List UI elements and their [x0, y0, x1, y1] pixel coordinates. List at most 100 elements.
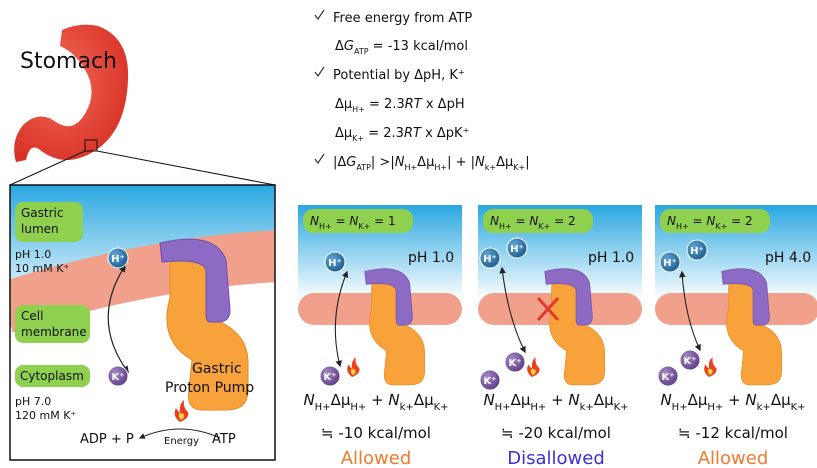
equation-part: |Δ	[333, 155, 346, 170]
equation-part: Δμ	[335, 126, 352, 141]
membrane-label: Cell	[21, 309, 43, 323]
equation-part: H+	[352, 105, 365, 114]
scenario-panel: NH+ = NK+ = 1pH 1.0H⁺K⁺NH+ΔμH+ + Nk+ΔμK+…	[298, 205, 462, 468]
membrane-label: membrane	[21, 325, 87, 339]
ion-label: H⁺	[111, 254, 125, 265]
scenario-panels: NH+ = NK+ = 1pH 1.0H⁺K⁺NH+ΔμH+ + Nk+ΔμK+…	[298, 205, 817, 468]
equation-part: +	[546, 391, 568, 409]
equation-part: +	[723, 391, 745, 409]
equation-part: H+	[676, 222, 689, 231]
equation-part: K+	[513, 163, 525, 172]
ion-label: H⁺	[690, 246, 704, 257]
equation-part: N	[303, 391, 314, 409]
lumen-label: lumen	[21, 222, 59, 236]
equation-part: = 1	[370, 214, 395, 228]
equation-part: k+	[757, 402, 771, 413]
check-icon	[315, 67, 324, 76]
equation-part: = 2.3	[365, 97, 405, 112]
equation: ΔGATP = -13 kcal/mol	[335, 39, 468, 56]
energy-label: Energy	[164, 436, 199, 447]
ion-label: K⁺	[683, 356, 696, 367]
equation-part: K+	[791, 402, 806, 413]
equation-part: N	[706, 214, 715, 228]
equation-part: K+	[715, 222, 727, 231]
equation-part: K+	[434, 402, 449, 413]
scenario-panel: NH+ = NK+ = 2pH 1.0H⁺H⁺K⁺K⁺NH+ΔμH+ + Nk+…	[478, 205, 642, 468]
energy-value: ≒ -12 kcal/mol	[678, 424, 788, 442]
ph-label: pH 1.0	[408, 250, 454, 266]
equation-part: H+	[495, 402, 511, 413]
equation-part: N	[388, 391, 399, 409]
fire-icon	[527, 357, 539, 377]
equation-part: Δμ	[331, 391, 351, 409]
equation-part: Δμ	[511, 391, 531, 409]
equation-part: Δμ	[771, 391, 791, 409]
fire-icon	[704, 357, 716, 377]
verdict: Allowed	[341, 448, 412, 468]
scenario-panel: NH+ = NK+ = 2pH 4.0H⁺H⁺K⁺K⁺NH+ΔμH+ + Nk+…	[655, 205, 817, 468]
cytoplasm-label: Cytoplasm	[20, 369, 84, 383]
ion-label: K⁺	[508, 358, 521, 369]
ion-label: H⁺	[663, 258, 677, 269]
equation-part: N	[660, 391, 671, 409]
ion-label: H⁺	[483, 254, 497, 265]
equation-part: N	[667, 214, 676, 228]
equation-part: = 2.3	[364, 126, 404, 141]
ph-label: pH 1.0	[588, 250, 634, 266]
equation-part: =	[689, 214, 707, 228]
ion-label: K⁺	[111, 372, 124, 383]
equation: NH+ΔμH+ + Nk+ΔμK+	[303, 391, 448, 413]
equation-part: Δμ	[414, 391, 434, 409]
equation-part: H+	[315, 402, 331, 413]
lumen-condition: 10 mM K⁺	[15, 262, 69, 275]
pump-label: Proton Pump	[165, 380, 254, 396]
equation-part: | + |	[447, 155, 475, 170]
equation-part: H+	[499, 222, 512, 231]
equation-part: K+	[352, 134, 364, 143]
equation-part: N	[568, 391, 579, 409]
equation: Free energy from ATP	[333, 11, 472, 26]
equation-part: N	[745, 391, 756, 409]
equation-part: Free energy from ATP	[333, 11, 472, 26]
verdict: Allowed	[698, 448, 769, 468]
equation-part: Δμ	[594, 391, 614, 409]
ion-label: K⁺	[323, 372, 336, 383]
fire-icon	[347, 357, 359, 377]
cytoplasm-condition: 120 mM K⁺	[15, 409, 76, 422]
equation-part: G	[344, 39, 354, 54]
ion-label: H⁺	[510, 244, 524, 255]
equation-part: N	[395, 155, 405, 170]
equation: |ΔGATP| >|NH+ΔμH+| + |Nk+ΔμK+|	[333, 155, 530, 172]
equation-part: k+	[580, 402, 594, 413]
equation-part: H+	[530, 402, 546, 413]
equation-part: ATP	[356, 163, 371, 172]
equation: NH+ΔμH+ + Nk+ΔμK+	[483, 391, 628, 413]
equation-part: N	[475, 155, 485, 170]
equation-part: +	[366, 391, 388, 409]
equation-part: = -13 kcal/mol	[369, 39, 468, 54]
equation-part: Potential by ΔpH, K⁺	[333, 68, 465, 83]
equation-part: Δμ	[417, 155, 434, 170]
equation: ΔμK+ = 2.3RT x ΔpK⁺	[335, 126, 469, 143]
equation: ΔμH+ = 2.3RT x ΔpH	[335, 97, 465, 114]
equation-part: Δμ	[496, 155, 513, 170]
equation-part: k+	[485, 163, 496, 172]
equation-part: H+	[672, 402, 688, 413]
equation-part: K+	[614, 402, 629, 413]
equation-part: RT	[405, 97, 423, 112]
equation-part: Δ	[335, 39, 344, 54]
check-icon	[315, 154, 324, 163]
zoom-line	[97, 151, 275, 185]
checklist: Free energy from ATPΔGATP = -13 kcal/mol…	[315, 10, 530, 172]
equation-part: | >|	[371, 155, 395, 170]
equation-part: = 2	[550, 214, 575, 228]
equation-part: H+	[319, 222, 332, 231]
equation-part: H+	[707, 402, 723, 413]
equation-part: N	[349, 214, 358, 228]
equation-part: RT	[404, 126, 422, 141]
ion-label: H⁺	[328, 258, 342, 269]
figure: Stomach Gastric lumen pH 1.0 10 mM K⁺ Ce…	[0, 0, 817, 468]
lumen-condition: pH 1.0	[15, 248, 51, 261]
equation-part: Δμ	[688, 391, 708, 409]
equation-part: N	[490, 214, 499, 228]
